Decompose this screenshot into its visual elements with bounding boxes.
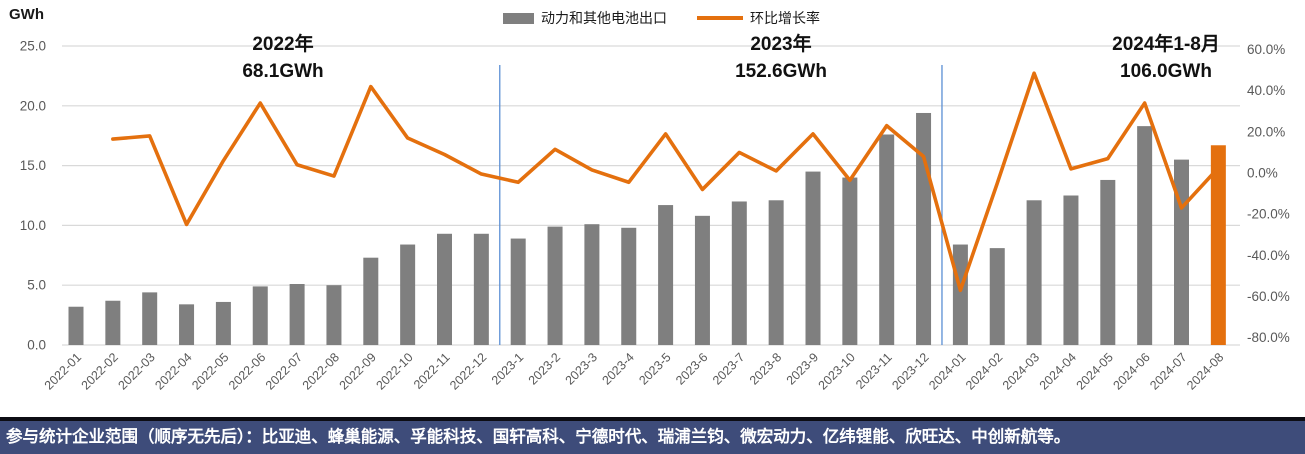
line-series-swatch-icon — [697, 16, 743, 20]
bar-2023-10 — [842, 177, 858, 345]
x-axis-label-2023-1: 2023-1 — [489, 350, 526, 387]
x-axis-label-2023-2: 2023-2 — [526, 350, 563, 387]
legend-item-bars: 动力和其他电池出口 — [503, 8, 667, 28]
chart-legend: 动力和其他电池出口 环比增长率 — [503, 8, 820, 28]
right-axis-tick-label: 0.0% — [1247, 166, 1278, 181]
right-axis-tick-label: -60.0% — [1247, 289, 1290, 304]
annotation-2024-total: 2024年1-8月 106.0GWh — [1112, 34, 1220, 82]
left-axis-tick-label: 10.0 — [20, 218, 46, 233]
right-axis-tick-label: -40.0% — [1247, 248, 1290, 263]
bar-2022-04 — [179, 304, 195, 345]
x-axis-label-2022-03: 2022-03 — [115, 350, 157, 392]
x-axis-label-2024-08: 2024-08 — [1184, 350, 1226, 392]
footer-companies-bar: 参与统计企业范围（顺序无先后）：比亚迪、蜂巢能源、孚能科技、国轩高科、宁德时代、… — [0, 417, 1305, 454]
x-axis-label-2022-10: 2022-10 — [373, 350, 415, 392]
legend-bar-label: 动力和其他电池出口 — [541, 10, 667, 26]
bar-2023-3 — [584, 224, 600, 345]
x-axis-label-2023-4: 2023-4 — [599, 350, 636, 387]
legend-line-label: 环比增长率 — [750, 10, 820, 26]
bar-2022-02 — [105, 300, 121, 345]
bar-2022-06 — [252, 286, 268, 345]
bar-2022-10 — [400, 244, 416, 345]
right-axis-tick-label: 60.0% — [1247, 42, 1285, 57]
bar-2024-04 — [1063, 195, 1079, 345]
bar-2023-4 — [621, 227, 637, 345]
bar-2023-11 — [879, 134, 895, 345]
x-axis-label-2024-03: 2024-03 — [1000, 350, 1042, 392]
chart-plot-area: 0.0 5.0 10.0 15.0 20.0 25.0 60.0% 40.0% 20.0% 0.0… — [20, 39, 1290, 393]
x-axis-label-2023-7: 2023-7 — [710, 350, 747, 387]
bar-2024-06 — [1137, 126, 1153, 346]
x-axis-label-2024-05: 2024-05 — [1074, 350, 1116, 392]
x-axis-label-2022-07: 2022-07 — [263, 350, 305, 392]
bar-2023-12 — [916, 112, 932, 345]
x-axis-label-2022-11: 2022-11 — [411, 350, 453, 392]
bar-2024-03 — [1026, 200, 1042, 345]
x-axis-label-2022-09: 2022-09 — [337, 350, 379, 392]
x-axis-label-2022-08: 2022-08 — [300, 350, 342, 392]
left-axis-tick-label: 15.0 — [20, 158, 46, 173]
x-axis-label-2022-12: 2022-12 — [447, 350, 489, 392]
bar-2022-05 — [215, 301, 231, 345]
right-axis-tick-label: -80.0% — [1247, 330, 1290, 345]
x-axis-label-2024-02: 2024-02 — [963, 350, 1005, 392]
x-axis-label-2023-8: 2023-8 — [747, 350, 784, 387]
x-axis-label-2023-12: 2023-12 — [889, 350, 931, 392]
bar-2022-08 — [326, 285, 342, 345]
left-axis-tick-label: 25.0 — [20, 39, 46, 54]
bar-2023-1 — [510, 238, 526, 345]
bar-2022-07 — [289, 284, 305, 345]
right-axis-tick-label: 20.0% — [1247, 124, 1285, 139]
x-axis-label-2024-01: 2024-01 — [926, 350, 968, 392]
bar-series-swatch-icon — [503, 12, 534, 24]
bar-2022-09 — [363, 257, 379, 345]
right-axis-tick-label: 40.0% — [1247, 83, 1285, 98]
left-axis-tick-label: 0.0 — [27, 338, 46, 353]
x-axis-label-2022-02: 2022-02 — [79, 350, 121, 392]
x-axis-label-2023-6: 2023-6 — [673, 350, 710, 387]
x-axis-label-2022-05: 2022-05 — [189, 350, 231, 392]
x-axis-label-2023-3: 2023-3 — [563, 350, 600, 387]
x-axis-label-2023-5: 2023-5 — [636, 350, 673, 387]
bar-2023-6 — [694, 215, 710, 345]
x-axis-label-2024-06: 2024-06 — [1110, 350, 1152, 392]
bar-2022-12 — [473, 233, 489, 345]
bar-2023-5 — [658, 205, 674, 345]
x-axis-label-2024-04: 2024-04 — [1037, 350, 1079, 392]
growth-rate-line — [111, 71, 1221, 293]
bar-2024-08 — [1210, 145, 1226, 345]
x-axis-label-2022-06: 2022-06 — [226, 350, 268, 392]
left-axis-tick-label: 20.0 — [20, 98, 46, 113]
bar-2022-01 — [68, 306, 84, 345]
footer-companies-text: 参与统计企业范围（顺序无先后）：比亚迪、蜂巢能源、孚能科技、国轩高科、宁德时代、… — [6, 428, 1071, 446]
right-axis-tick-label: -20.0% — [1247, 207, 1290, 222]
bar-2024-01 — [952, 244, 968, 345]
x-axis-label-2023-11: 2023-11 — [853, 350, 895, 392]
bar-2024-02 — [989, 248, 1005, 345]
legend-item-line: 环比增长率 — [697, 8, 820, 28]
bar-2022-11 — [437, 233, 452, 345]
annotation-2023-total: 2023年 152.6GWh — [735, 34, 827, 82]
x-axis-label-2022-01: 2022-01 — [42, 350, 84, 392]
bar-2023-9 — [805, 171, 821, 345]
bar-2022-03 — [142, 292, 158, 345]
bar-2023-2 — [547, 226, 563, 345]
bar-2023-7 — [731, 201, 747, 345]
bar-2023-8 — [768, 200, 784, 345]
x-axis-label-2023-10: 2023-10 — [816, 350, 858, 392]
battery-export-combo-chart: GWh 动力和其他电池出口 环比增长率 0.0 5.0 10.0 15.0 20.0 25… — [9, 6, 1290, 393]
bar-2024-07 — [1174, 159, 1189, 345]
left-axis-tick-label: 5.0 — [27, 278, 46, 293]
left-axis-unit-label: GWh — [9, 6, 44, 23]
x-axis-label-2022-04: 2022-04 — [152, 350, 194, 392]
annotation-2022-total: 2022年 68.1GWh — [242, 34, 324, 82]
x-axis-label-2024-07: 2024-07 — [1147, 350, 1189, 392]
bar-2024-05 — [1100, 179, 1116, 345]
